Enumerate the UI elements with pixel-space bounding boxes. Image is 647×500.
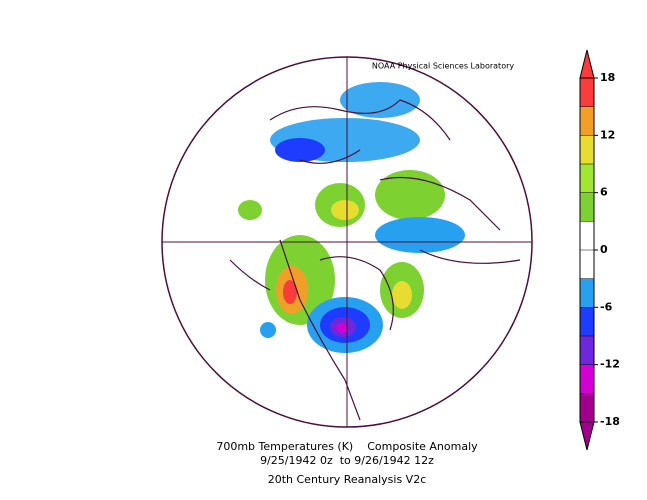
color-band [580, 221, 594, 250]
colorbar-tick-label: 18 [600, 71, 615, 84]
color-band [580, 278, 594, 308]
map [161, 56, 533, 428]
lab-credit: NOAA Physical Sciences Laboratory [372, 62, 515, 71]
colorbar: -18 -12 -6 0 6 12 18 [579, 49, 620, 451]
color-band [580, 364, 594, 394]
color-band [580, 393, 594, 422]
date-range: 9/25/1942 0z to 9/26/1942 12z [260, 454, 434, 467]
color-band [580, 307, 594, 336]
colorbar-extend-top [579, 49, 595, 79]
colorbar-tick-label: -12 [600, 358, 620, 371]
coastlines [229, 99, 521, 421]
anomaly-fields [238, 82, 465, 353]
colorbar-tick-label: -6 [600, 300, 613, 313]
color-band [580, 192, 594, 222]
dataset-name: 20th Century Reanalysis V2c [268, 473, 427, 486]
color-band [580, 78, 594, 107]
color-band [580, 164, 594, 193]
colorbar-tick-label: -18 [600, 415, 620, 428]
colorbar-tick-label: 0 [600, 243, 608, 256]
color-band [580, 135, 594, 164]
color-band [580, 106, 594, 136]
colorbar-extend-bottom [579, 421, 595, 451]
plot-title: 700mb Temperatures (K) Composite Anomaly [216, 440, 478, 453]
color-band [580, 336, 594, 365]
colorbar-tick-label: 12 [600, 128, 615, 141]
colorbar-tick-label: 6 [600, 186, 608, 199]
color-band [580, 250, 594, 279]
